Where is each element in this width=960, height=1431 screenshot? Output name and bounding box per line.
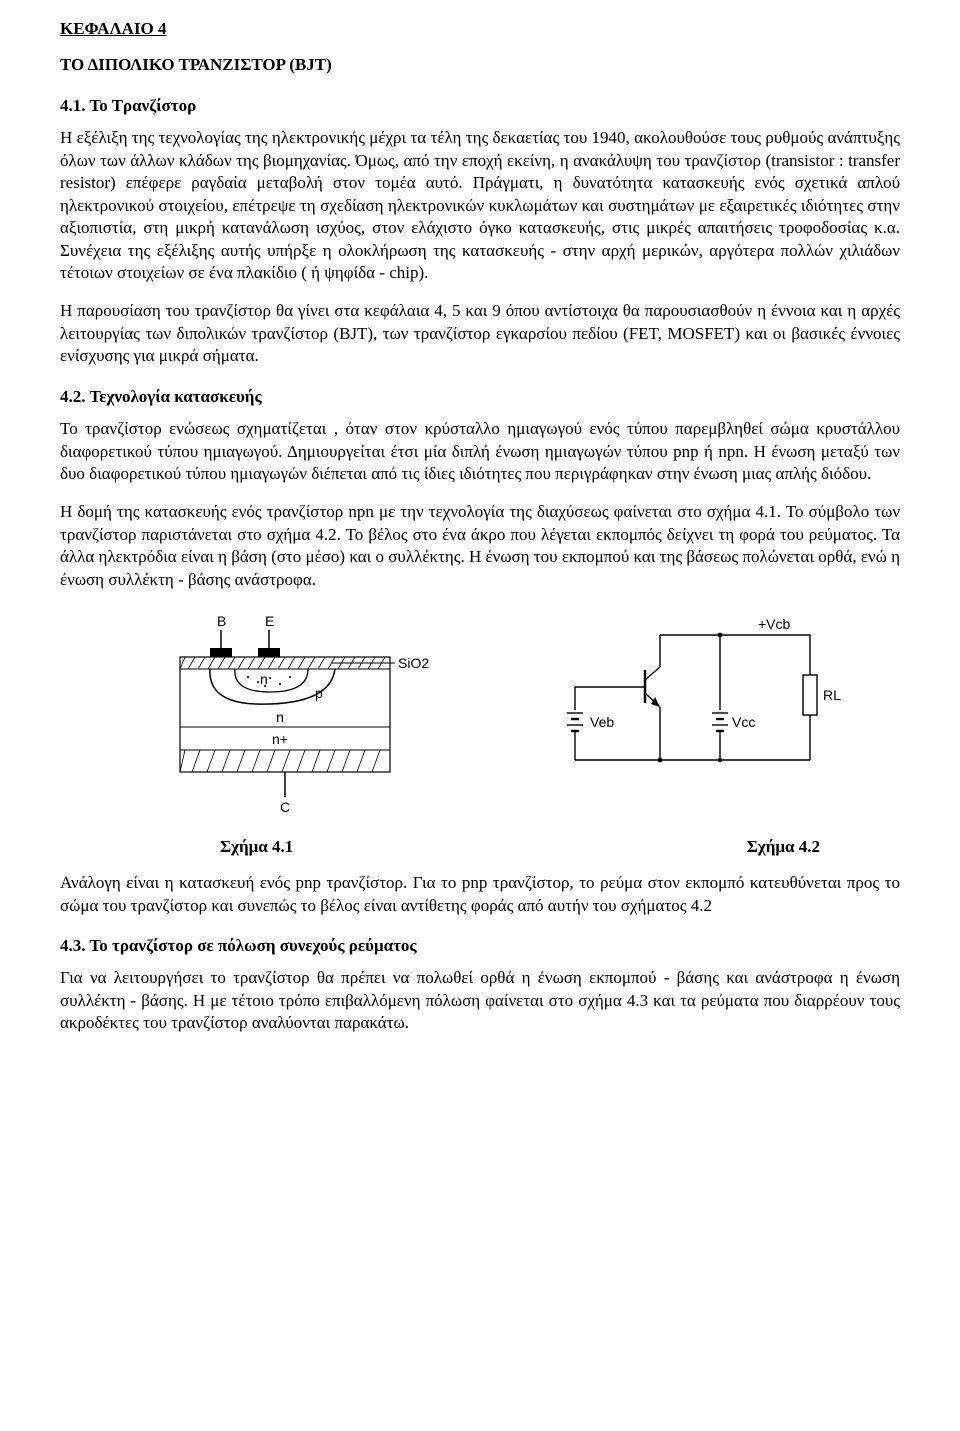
label-n-emitter: n	[260, 671, 268, 687]
label-veb: Veb	[590, 714, 614, 730]
label-vcc: Vcc	[732, 714, 755, 730]
label-c: C	[280, 799, 290, 815]
label-vcb: +Vcb	[758, 616, 791, 632]
label-n-bulk: n	[276, 709, 284, 725]
figure-4-1: SiO2 n p n n+	[180, 613, 429, 815]
section-4-1-heading: 4.1. Το Τρανζίστορ	[60, 95, 900, 117]
section-4-2-heading: 4.2. Τεχνολογία κατασκευής	[60, 386, 900, 408]
figures-4-1-4-2: SiO2 n p n n+	[100, 607, 860, 817]
chapter-heading: ΚΕΦΑΛΑΙΟ 4	[60, 18, 900, 40]
caption-4-2: Σχήμα 4.2	[747, 836, 820, 858]
paragraph-6: Για να λειτουργήσει το τρανζίστορ θα πρέ…	[60, 967, 900, 1034]
section-4-3-heading: 4.3. Το τρανζίστορ σε πόλωση συνεχούς ρε…	[60, 935, 900, 957]
n-emitter-dots	[247, 676, 291, 687]
label-rl: RL	[823, 687, 841, 703]
paragraph-3: Το τρανζίστορ ενώσεως σχηματίζεται , ότα…	[60, 418, 900, 485]
caption-4-1: Σχήμα 4.1	[220, 836, 293, 858]
paragraph-5: Ανάλογη είναι η κατασκευή ενός pnp τρανζ…	[60, 872, 900, 917]
label-p: p	[315, 685, 323, 701]
label-sio2: SiO2	[398, 655, 429, 671]
chapter-title: ΤΟ ΔΙΠΟΛΙΚΟ ΤΡΑΝΖΙΣΤΟΡ (BJT)	[60, 54, 900, 76]
figure-4-2: +Vcb Veb	[567, 616, 841, 762]
paragraph-2: Η παρουσίαση του τρανζίστορ θα γίνει στα…	[60, 300, 900, 367]
veb-battery	[567, 713, 583, 731]
paragraph-4: Η δομή της κατασκευής ενός τρανζίστορ np…	[60, 501, 900, 591]
label-b: B	[217, 613, 226, 629]
paragraph-1: Η εξέλιξη της τεχνολογίας της ηλεκτρονικ…	[60, 127, 900, 284]
vcc-battery	[712, 713, 728, 731]
label-n-plus: n+	[272, 731, 288, 747]
label-e: E	[265, 613, 274, 629]
